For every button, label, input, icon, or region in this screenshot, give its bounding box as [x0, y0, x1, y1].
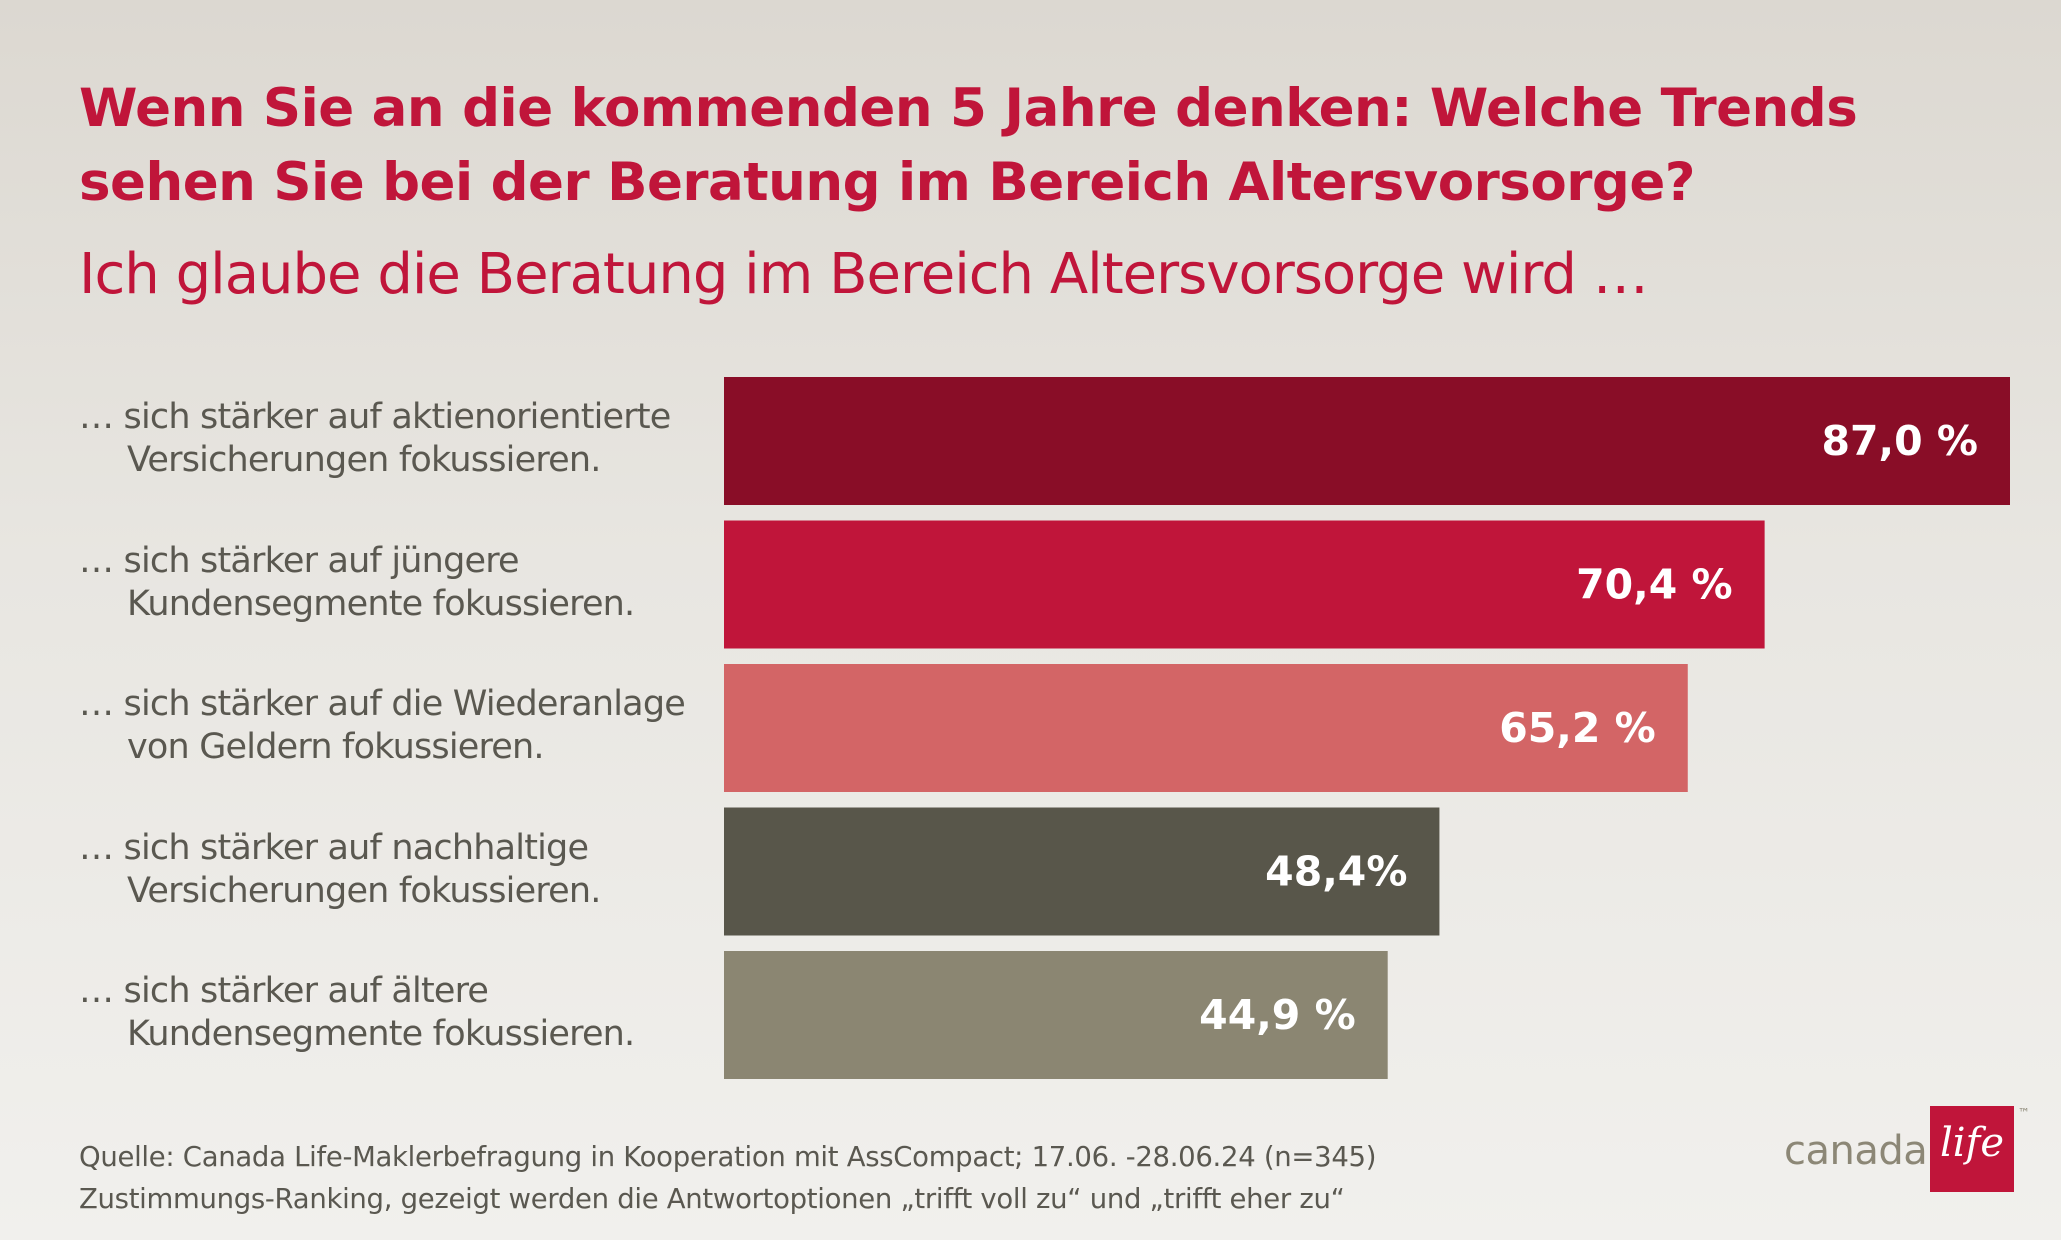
category-label-3-line-1: … sich stärker auf die Wiederanlage [79, 684, 686, 724]
source-line-1: Quelle: Canada Life-Maklerbefragung in K… [79, 1141, 1377, 1173]
bar-1 [724, 377, 2010, 505]
bar-3 [724, 664, 1688, 792]
category-label-4: … sich stärker auf nachhaltige Versicheru… [79, 827, 719, 913]
category-label-5-line-2: Kundensegmente fokussieren. [127, 1014, 635, 1054]
bar-5 [724, 951, 1388, 1079]
bar-4 [724, 807, 1440, 936]
category-label-1: … sich stärker auf aktienorientierte Vers… [79, 396, 719, 482]
category-label-3: … sich stärker auf die Wiederanlage von G… [79, 683, 719, 769]
category-label-5-line-1: … sich stärker auf ältere [79, 971, 489, 1011]
logo-trademark: ™ [2018, 1106, 2030, 1120]
category-label-2-line-1: … sich stärker auf jüngere [79, 540, 520, 581]
category-label-3-line-2: von Geldern fokussieren. [127, 727, 545, 767]
bar-2 [724, 520, 1765, 649]
chart-title-line-2: sehen Sie bei der Beratung im Bereich Al… [79, 152, 1696, 213]
chart-subtitle: Ich glaube die Beratung im Bereich Alter… [79, 242, 1649, 307]
chart-title: Wenn Sie an die kommenden 5 Jahre denken… [79, 72, 1979, 220]
logo-red-box: life [1930, 1106, 2014, 1192]
source-note: Quelle: Canada Life-Maklerbefragung in K… [79, 1136, 1376, 1220]
category-label-1-line-2: Versicherungen fokussieren. [127, 440, 601, 480]
category-label-2: … sich stärker auf jüngere Kundensegmente… [79, 540, 719, 626]
chart-title-line-1: Wenn Sie an die kommenden 5 Jahre denken… [79, 78, 1858, 139]
category-label-2-line-2: Kundensegmente fokussieren. [127, 583, 635, 624]
logo-box-wordmark: life [1939, 1120, 2005, 1166]
category-label-5: … sich stärker auf ältere Kundensegmente … [79, 970, 719, 1056]
bar-value-label-1: 87,0 % [1821, 417, 1978, 465]
source-line-2: Zustimmungs-Ranking, gezeigt werden die … [79, 1183, 1345, 1215]
bar-value-label-2: 70,4 % [1576, 561, 1733, 609]
logo-wordmark: canada [1784, 1128, 1928, 1174]
bar-value-label-3: 65,2 % [1499, 704, 1656, 752]
category-label-4-line-2: Versicherungen fokussieren. [127, 870, 601, 911]
category-label-4-line-1: … sich stärker auf nachhaltige [79, 827, 589, 868]
bar-value-label-4: 48,4% [1265, 848, 1407, 896]
category-label-1-line-1: … sich stärker auf aktienorientierte [79, 397, 671, 437]
canada-life-logo: canada life ™ [1784, 1106, 2034, 1192]
bar-value-label-5: 44,9 % [1199, 991, 1356, 1039]
